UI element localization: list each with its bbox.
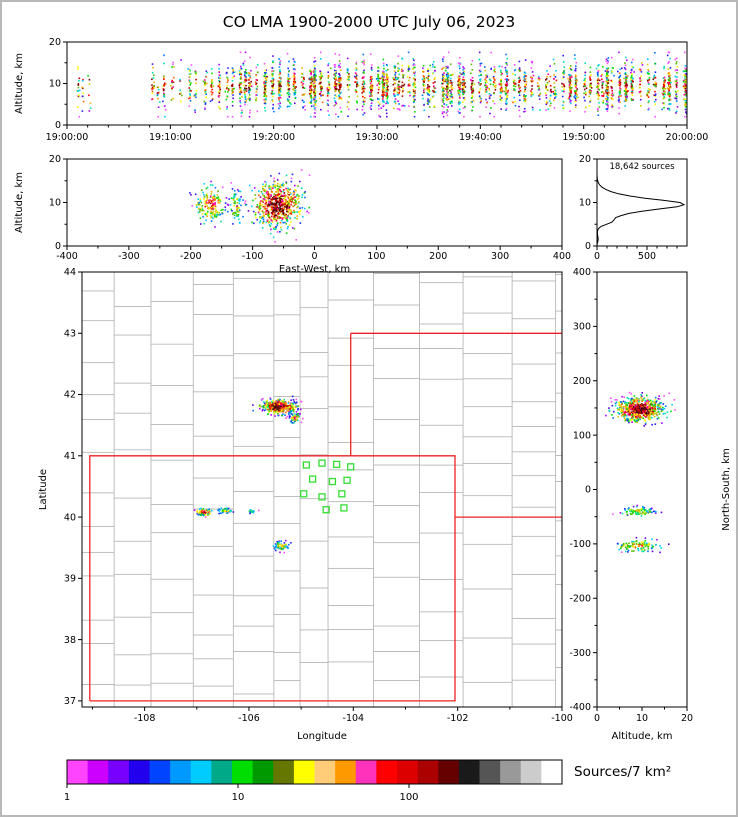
svg-text:0: 0 [55,120,61,131]
svg-text:10: 10 [49,79,61,90]
figure-title: CO LMA 1900-2000 UTC July 06, 2023 [222,13,516,31]
svg-text:200: 200 [429,251,447,262]
source-count-annotation: 18,642 sources [609,162,675,172]
svg-text:0: 0 [585,241,591,252]
svg-text:20:00:00: 20:00:00 [666,132,709,143]
svg-text:0: 0 [311,251,317,262]
svg-text:500: 500 [638,251,656,262]
east-west-height-panel: -400 -300 -200 -100 0 100 200 300 400 0 10 20 East-W… [14,154,571,275]
colorbar: 1 10 100 [64,759,563,803]
svg-text:19:10:00: 19:10:00 [149,132,192,143]
north-south-height-panel: 0 10 20-400-300-200-1000100200300400Altitu… [569,267,732,742]
svg-text:19:30:00: 19:30:00 [356,132,399,143]
svg-text:300: 300 [491,251,509,262]
svg-text:19:50:00: 19:50:00 [562,132,605,143]
svg-text:20: 20 [49,154,61,165]
time-height-panel: 19:00:00 19:10:00 19:20:00 19:30:00 19:40:00… [14,37,708,143]
svg-text:-400: -400 [56,251,78,262]
svg-text:20: 20 [49,37,61,48]
map-panel: -108 -106 -104 -102 -1003738394041424344Long… [38,267,573,742]
svg-text:Altitude, km: Altitude, km [14,53,25,114]
map-source-points [193,395,304,554]
svg-text:-100: -100 [242,251,264,262]
svg-text:East-West, km: East-West, km [279,264,350,275]
svg-text:-200: -200 [180,251,202,262]
svg-text:19:20:00: 19:20:00 [252,132,295,143]
colorbar-label: Sources/7 km² [574,764,672,780]
svg-text:19:00:00: 19:00:00 [46,132,89,143]
svg-text:Altitude, km: Altitude, km [14,172,25,233]
state-borders [89,332,562,702]
svg-text:10: 10 [579,198,591,209]
county-boundaries [82,272,562,707]
svg-text:-300: -300 [118,251,140,262]
svg-text:100: 100 [367,251,385,262]
svg-text:19:40:00: 19:40:00 [459,132,502,143]
svg-text:0: 0 [55,241,61,252]
svg-text:10: 10 [49,198,61,209]
lma-station-markers [300,459,355,514]
altitude-histogram-panel: 0 500 0 10 20 [579,154,688,262]
svg-text:20: 20 [579,154,591,165]
svg-text:400: 400 [553,251,571,262]
svg-text:0: 0 [594,251,600,262]
